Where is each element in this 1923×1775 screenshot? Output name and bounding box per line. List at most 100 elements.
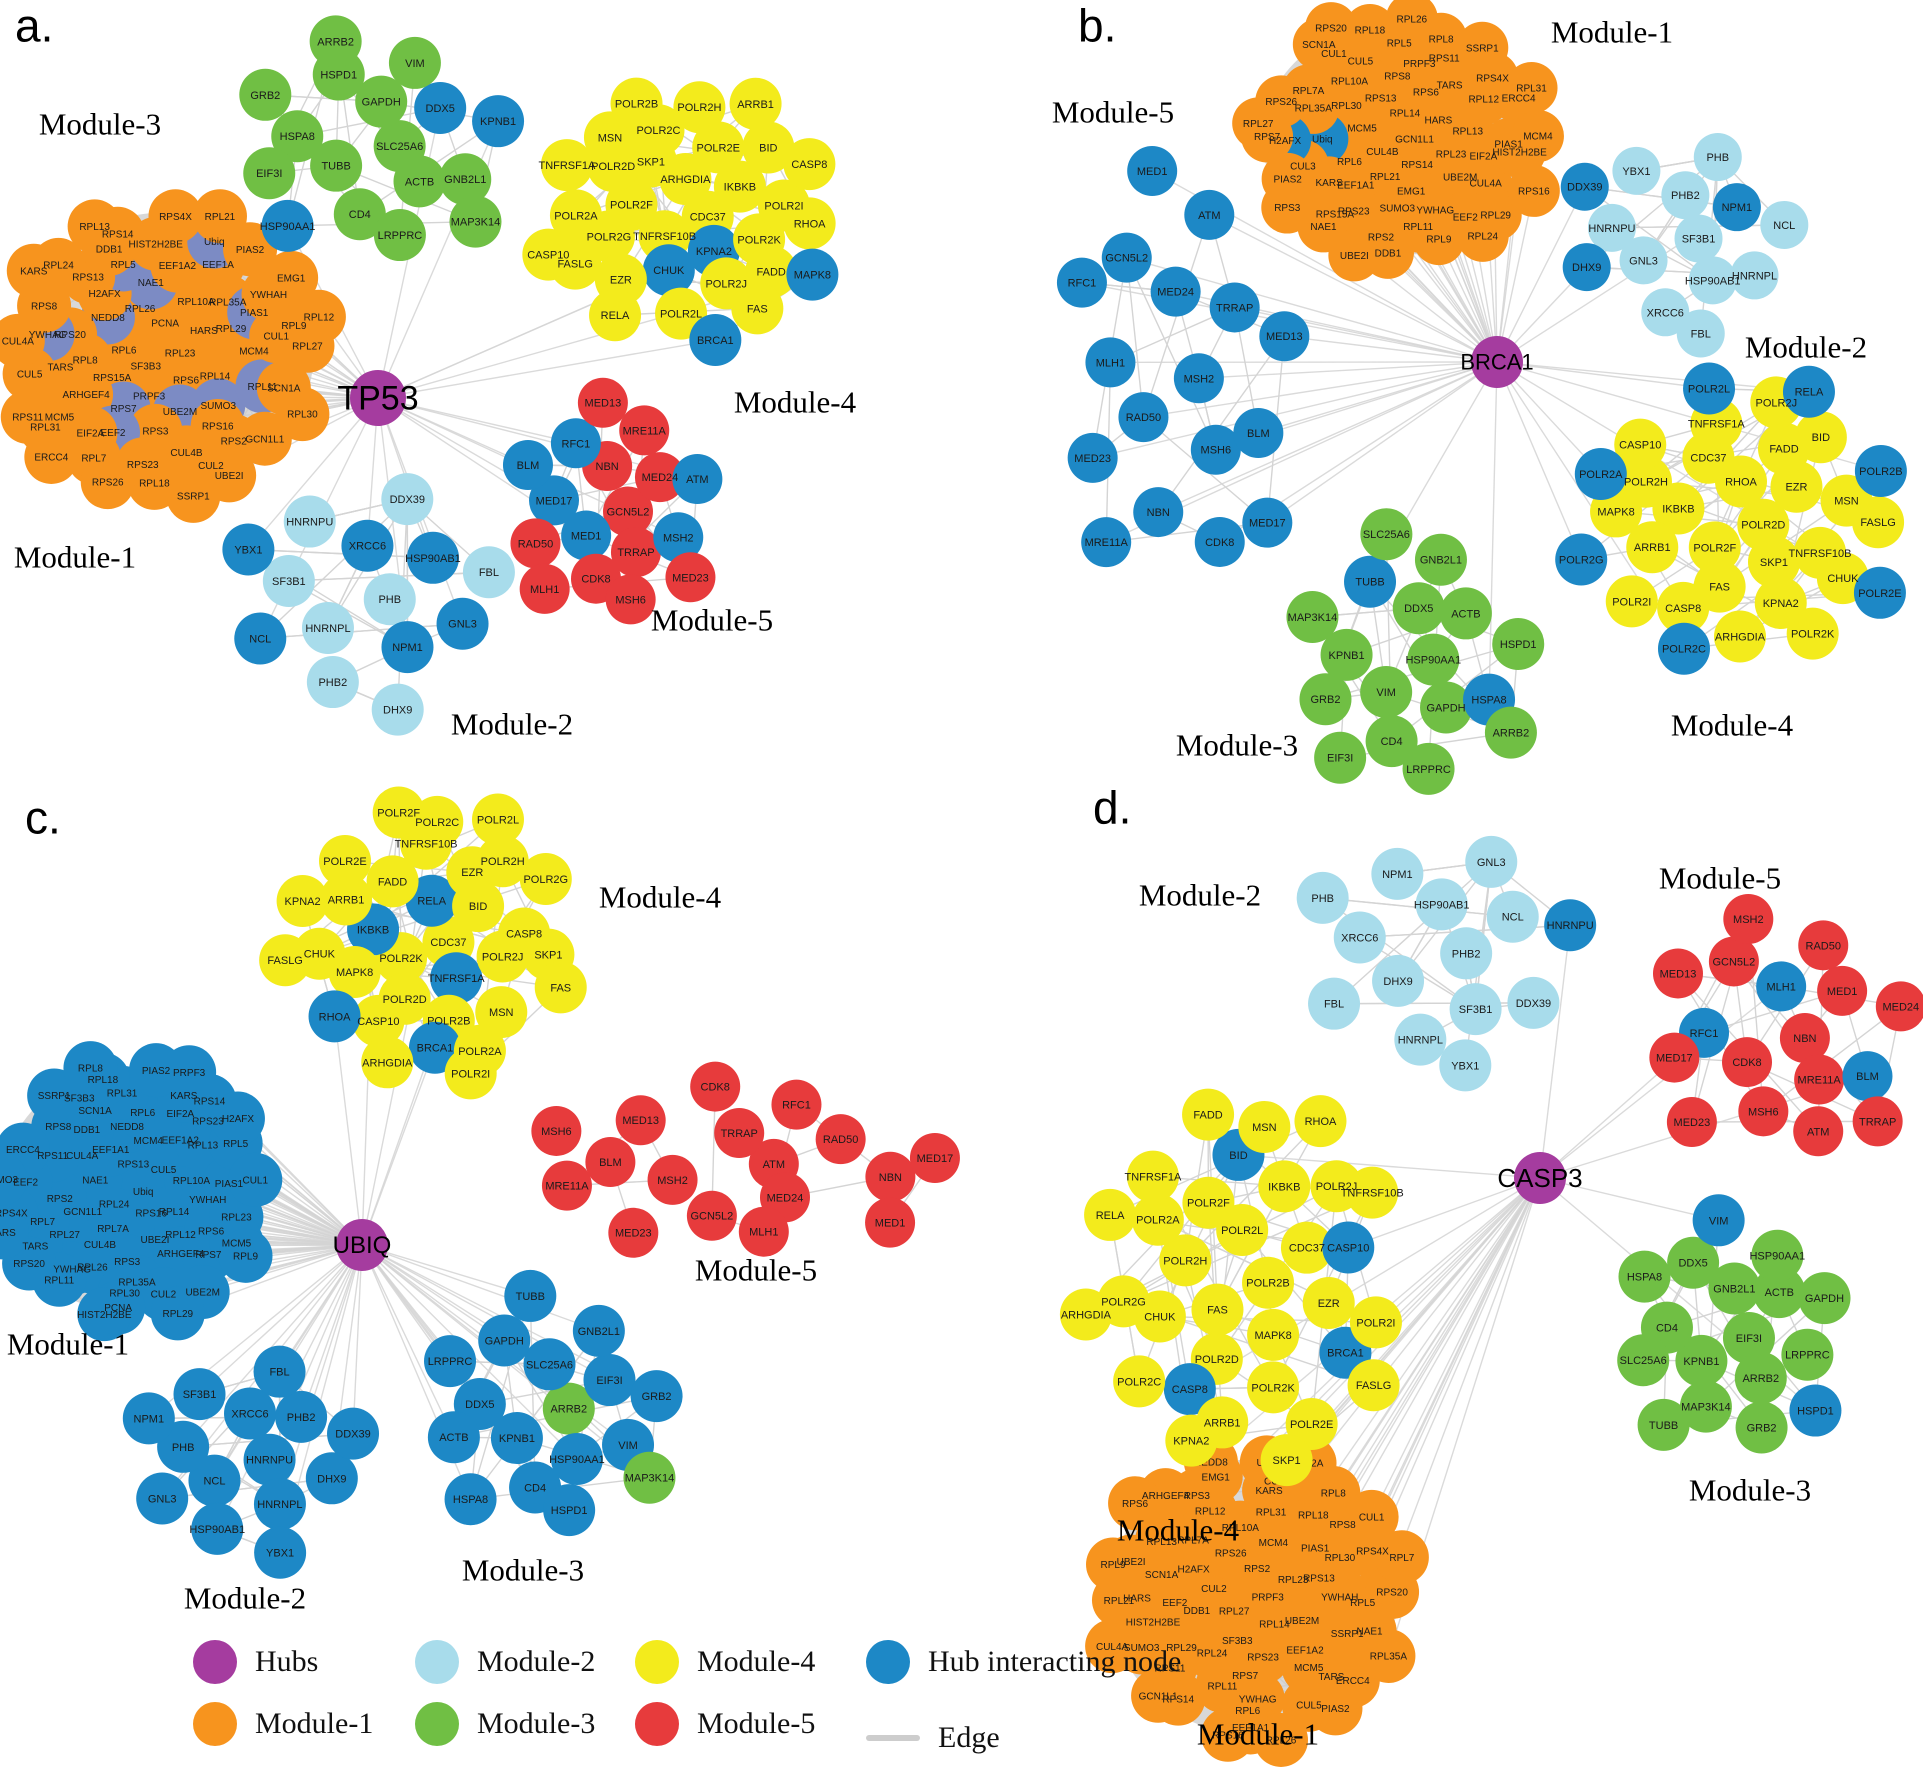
node-label: RPS8 (1384, 71, 1411, 82)
edge (1333, 861, 1492, 1005)
edge (470, 1330, 600, 1500)
node-rpl18 (1343, 4, 1396, 57)
node-label: GNB2L1 (444, 174, 486, 186)
node-label: GCN5L2 (1712, 956, 1755, 968)
node-dhx9 (1562, 243, 1611, 292)
node-label: POLR2K (737, 234, 781, 246)
node-label: POLR2E (697, 142, 740, 154)
node-label: FBL (1324, 999, 1344, 1011)
node-hsp90ab1 (406, 531, 459, 584)
node-label: ARHGEF4 (1142, 1491, 1190, 1502)
node-label: HSPD1 (1500, 639, 1537, 651)
node-casp8 (1163, 1363, 1216, 1416)
node-tubb (1637, 1398, 1690, 1451)
node-label: RPS23 (192, 1117, 224, 1128)
legend-item-module-3: Module-3 (415, 1702, 595, 1746)
node-label: POLR2A (458, 1046, 502, 1058)
node-fas (534, 961, 587, 1014)
node-label: MED1 (875, 1218, 906, 1230)
node-rpl8 (63, 1041, 118, 1096)
node-label: POLR2G (523, 874, 568, 886)
node-label: HSP90AA1 (1405, 655, 1461, 667)
node-label: GNL3 (148, 1493, 177, 1505)
node-polr2i (1349, 1296, 1402, 1349)
node-label: POLR2C (1117, 1376, 1161, 1388)
node-label: NEDD8 (91, 313, 125, 324)
node-label: FASLG (557, 259, 592, 271)
node-label: ERCC4 (1336, 1676, 1370, 1687)
node-label: KARS (20, 266, 48, 277)
node-label: RPS20 (13, 1259, 45, 1270)
node-label: NBN (1147, 507, 1170, 519)
node-label: LRPPRC (1785, 1350, 1830, 1362)
node-label: CDC37 (430, 937, 466, 949)
node-label: RPL7 (1389, 1553, 1414, 1564)
node-phb2 (1661, 171, 1710, 220)
node-label: FAS (1709, 582, 1730, 594)
node-label: SCN1A (1145, 1570, 1179, 1581)
panel-a: RPL23 SF3B3 PCNA RPS6 RPL6 HARS PRPF3 RPL26 RPL1… (0, 0, 857, 741)
node-fadd (1182, 1088, 1235, 1141)
node-label: RPL14 (159, 1207, 190, 1218)
node-msh2 (1173, 353, 1224, 404)
node-label: CDK8 (581, 574, 610, 586)
module-label-b-module-5: Module-5 (1052, 94, 1174, 129)
node-rela (405, 874, 458, 927)
hub-node-ubiq (336, 1219, 388, 1271)
node-label: RPL12 (304, 312, 335, 323)
module-nodes-a-module-1: RPL23 SF3B3 PCNA RPS6 RPL6 HARS PRPF3 RPL26 RPL1… (0, 189, 346, 523)
node-label: SUMO3 (200, 401, 236, 412)
module-label-a-module-5: Module-5 (651, 602, 773, 637)
module-label-a-module-1: Module-1 (14, 539, 136, 574)
node-kpnb1 (472, 95, 525, 148)
node-fadd (366, 855, 419, 908)
node-label: MLH1 (749, 1227, 778, 1239)
node-label: KPNB1 (1683, 1356, 1719, 1368)
node-label: SF3B1 (1459, 1004, 1493, 1016)
node-label: RPS4X (1476, 73, 1509, 84)
edge (260, 623, 463, 640)
node-label: RPL31 (1256, 1508, 1287, 1519)
node-rps16 (1200, 1707, 1255, 1762)
edge (162, 1477, 332, 1500)
node-label: MSH6 (1748, 1106, 1779, 1118)
node-rpl12 (291, 289, 346, 344)
node-label: NAE1 (1357, 1626, 1384, 1637)
node-hnrnpu (1544, 899, 1597, 952)
node-label: RPL26 (1397, 14, 1428, 25)
node-casp8 (783, 138, 836, 191)
node-label: SLC25A6 (376, 141, 423, 153)
node-label: RPL29 (1166, 1643, 1197, 1654)
node-label: RPL7A (1293, 86, 1325, 97)
node-dhx9 (1372, 954, 1425, 1007)
node-label: MRE11A (623, 425, 667, 437)
node-label: RPL18 (139, 479, 170, 490)
node-polr2g (1555, 533, 1608, 586)
node-label: RPS6 (198, 1227, 225, 1238)
module-nodes-c-module-2: HNRNPU NCL XRCC6 HNRNPL PHB PHB2 HSP90AB1 SF3B1… (122, 1345, 380, 1579)
node-label: MSH2 (1184, 373, 1215, 385)
node-cdk8 (690, 1061, 741, 1112)
hub-edge (300, 1244, 363, 1418)
node-rfc1 (1056, 257, 1107, 308)
node-label: HNRNPU (286, 517, 333, 529)
node-grb2 (630, 1370, 683, 1423)
node-label: RPS26 (1215, 1548, 1247, 1559)
node-label: HNRNPU (1588, 223, 1635, 235)
node-label: POLR2D (1741, 520, 1785, 532)
node-faslg (1347, 1359, 1400, 1412)
node-ddx39 (1507, 976, 1560, 1029)
node-label: DHX9 (1383, 976, 1412, 988)
node-polr2g (519, 852, 572, 905)
node-label: RPS14 (1401, 160, 1433, 171)
node-label: EIF3I (596, 1375, 622, 1387)
node-gcn5l2 (1101, 232, 1152, 283)
node-rela (589, 289, 642, 342)
node-label: ARRB2 (1493, 728, 1530, 740)
node-label: MED13 (1660, 968, 1697, 980)
node-map3k14 (1286, 590, 1339, 643)
node-label: RPL7 (30, 1217, 55, 1228)
edge (259, 498, 408, 639)
node-label: TUBB (321, 161, 350, 173)
node-label: MRE11A (545, 1181, 589, 1193)
